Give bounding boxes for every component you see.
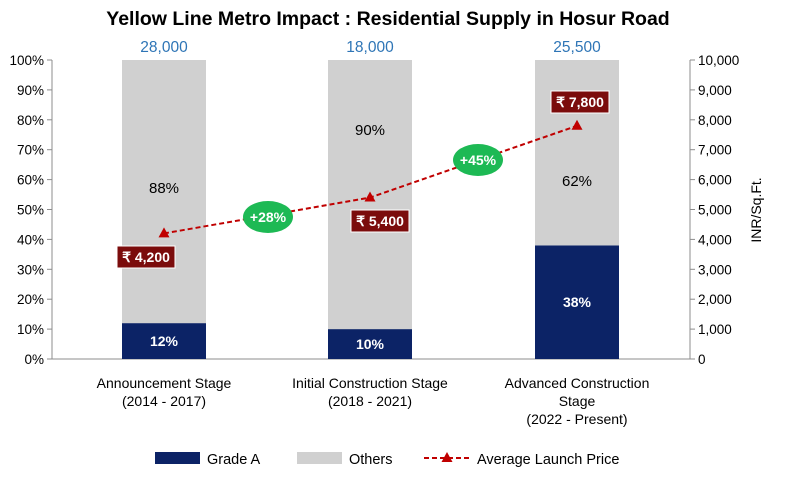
bar-grade-a	[535, 245, 619, 359]
category-label: (2022 - Present)	[526, 411, 627, 427]
bar-total-label: 18,000	[346, 39, 394, 56]
left-tick-label: 10%	[17, 322, 44, 337]
category-label: Advanced Construction	[505, 375, 650, 391]
bar-others	[122, 60, 206, 324]
bar-grade-a-label: 10%	[356, 336, 385, 352]
right-tick-label: 8,000	[698, 113, 732, 128]
bar-others-label: 62%	[562, 173, 592, 190]
growth-badge-label: +45%	[460, 152, 497, 168]
price-label: ₹ 4,200	[122, 249, 170, 265]
left-tick-label: 60%	[17, 173, 44, 188]
bar-grade-a-label: 38%	[563, 294, 592, 310]
price-label: ₹ 5,400	[356, 213, 404, 229]
right-tick-label: 6,000	[698, 173, 732, 188]
left-tick-label: 20%	[17, 292, 44, 307]
price-label-box	[550, 90, 610, 114]
left-tick-label: 30%	[17, 262, 44, 277]
left-tick-label: 50%	[17, 203, 44, 218]
right-tick-label: 3,000	[698, 262, 732, 277]
right-tick-label: 9,000	[698, 83, 732, 98]
left-tick-label: 0%	[24, 352, 44, 367]
left-tick-label: 90%	[17, 83, 44, 98]
price-label-box	[116, 245, 176, 269]
category-label: (2014 - 2017)	[122, 393, 206, 409]
bar-grade-a-label: 12%	[150, 333, 179, 349]
bar-grade-a	[122, 323, 206, 359]
growth-badges: +28% +45%	[243, 144, 503, 233]
left-tick-label: 40%	[17, 232, 44, 247]
legend: Grade A Others Average Launch Price	[155, 452, 619, 468]
category-label: Initial Construction Stage	[292, 375, 448, 391]
right-tick-label: 0	[698, 352, 706, 367]
bar-grade-a	[328, 329, 412, 359]
chart-title: Yellow Line Metro Impact : Residential S…	[106, 8, 669, 30]
bar-total-label: 25,500	[553, 39, 601, 56]
right-tick-label: 1,000	[698, 322, 732, 337]
right-tick-label: 10,000	[698, 53, 739, 68]
price-marker	[158, 227, 170, 238]
category-label: (2018 - 2021)	[328, 393, 412, 409]
price-label: ₹ 7,800	[556, 94, 604, 110]
right-tick-label: 4,000	[698, 232, 732, 247]
price-line: ₹ 4,200 ₹ 5,400 ₹ 7,800	[116, 90, 610, 269]
right-tick-label: 2,000	[698, 292, 732, 307]
category-label: Stage	[559, 393, 596, 409]
price-marker	[364, 191, 376, 202]
bar-others	[535, 60, 619, 246]
price-label-box	[350, 209, 410, 233]
growth-badge-label: +28%	[250, 209, 287, 225]
legend-label-grade-a: Grade A	[207, 452, 261, 468]
bar-total-label: 28,000	[140, 39, 188, 56]
right-tick-label: 7,000	[698, 143, 732, 158]
legend-swatch-grade-a	[155, 452, 200, 464]
growth-badge	[243, 201, 293, 233]
legend-label-price: Average Launch Price	[477, 452, 619, 468]
legend-label-others: Others	[349, 452, 393, 468]
bar-others-label: 90%	[355, 122, 385, 139]
bar-totals: 28,000 18,000 25,500	[140, 39, 601, 56]
price-marker	[571, 119, 583, 130]
left-tick-label: 70%	[17, 143, 44, 158]
category-labels: Announcement Stage (2014 - 2017) Initial C…	[97, 375, 650, 427]
left-tick-label: 100%	[9, 53, 44, 68]
left-tick-label: 80%	[17, 113, 44, 128]
bar-others-label: 88%	[149, 180, 179, 197]
legend-swatch-marker	[441, 452, 453, 462]
right-axis: 0 1,000 2,000 3,000 4,000 5,000 6,000 7,000 8,00…	[689, 53, 739, 367]
right-tick-label: 5,000	[698, 203, 732, 218]
legend-swatch-others	[297, 452, 342, 464]
growth-badge	[453, 144, 503, 176]
category-label: Announcement Stage	[97, 375, 232, 391]
right-axis-label: INR/Sq.Ft.	[748, 177, 764, 242]
